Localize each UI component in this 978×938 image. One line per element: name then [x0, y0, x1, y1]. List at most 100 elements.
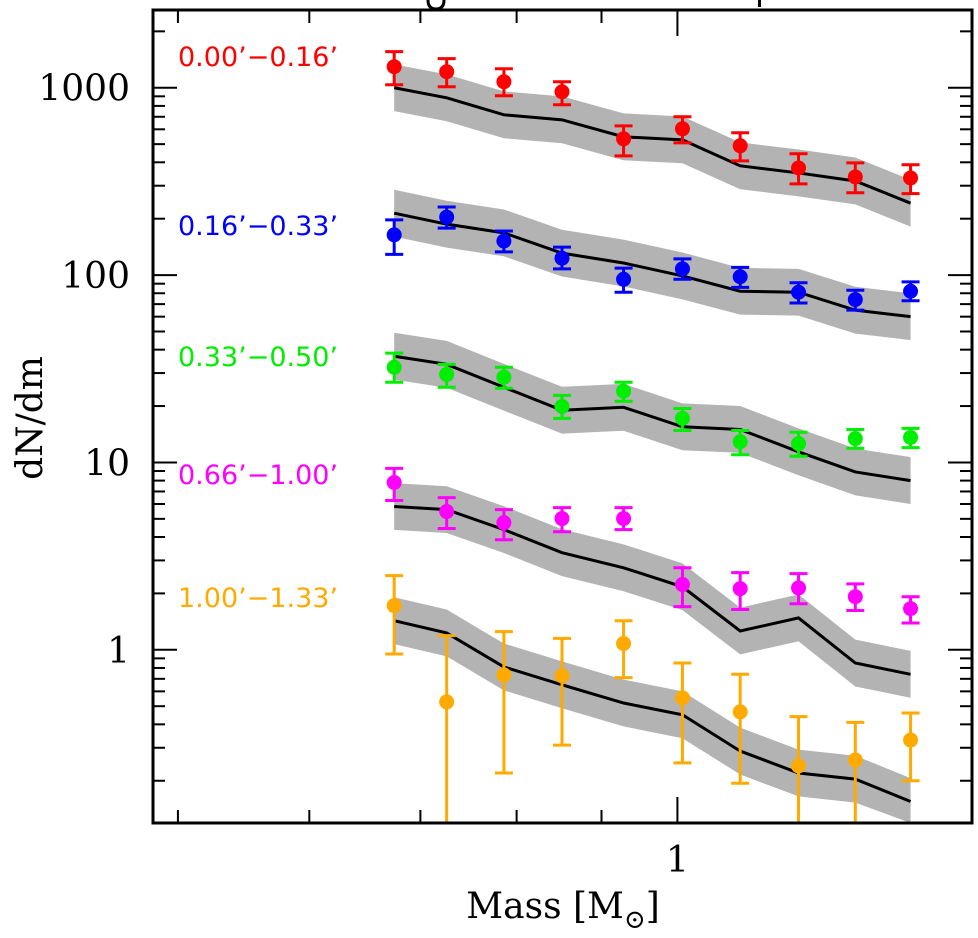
- data-point: [901, 595, 920, 625]
- marker: [386, 598, 402, 614]
- marker: [496, 74, 512, 90]
- y-tick-label: 10: [84, 443, 130, 484]
- marker: [903, 170, 919, 186]
- data-point: [846, 288, 865, 312]
- marker: [496, 515, 512, 531]
- data-point: [552, 506, 571, 534]
- plot-frame: [151, 8, 974, 825]
- data-point: [673, 661, 692, 765]
- marker: [732, 704, 748, 720]
- data-point: [846, 161, 865, 195]
- marker: [616, 131, 632, 147]
- marker: [439, 504, 455, 520]
- marker: [386, 59, 402, 75]
- marker: [554, 668, 570, 684]
- marker: [439, 64, 455, 80]
- marker: [674, 121, 690, 137]
- model-line-4: [393, 619, 912, 803]
- marker: [847, 292, 863, 308]
- x-axis-title-close: ]: [646, 886, 660, 927]
- marker: [732, 269, 748, 285]
- data-point: [552, 636, 571, 747]
- marker: [554, 84, 570, 100]
- marker: [847, 589, 863, 605]
- model-line-2: [393, 354, 911, 483]
- data-point: [901, 711, 920, 783]
- y-tick-label: 100: [61, 256, 130, 297]
- data-point: [437, 362, 456, 389]
- marker: [674, 690, 690, 706]
- marker: [732, 138, 748, 154]
- data-point: [494, 630, 513, 775]
- marker: [496, 369, 512, 385]
- data-point: [385, 466, 404, 503]
- marker: [496, 233, 512, 249]
- marker: [732, 581, 748, 597]
- marker: [386, 474, 402, 490]
- data-point: [385, 574, 404, 656]
- model-line-1: [393, 211, 911, 319]
- data-point: [494, 508, 513, 542]
- marker: [616, 511, 632, 527]
- marker: [847, 431, 863, 447]
- marker: [847, 169, 863, 185]
- data-point: [494, 229, 513, 254]
- data-point: [846, 720, 865, 823]
- y-tick-label: 1: [107, 631, 130, 672]
- data-point: [614, 380, 633, 403]
- marker: [903, 732, 919, 748]
- x-axis-title-sun-symbol: ⊙: [624, 905, 646, 935]
- tick-labels: 1 1000 100 10 1: [38, 69, 688, 881]
- data-point: [731, 429, 750, 457]
- data-point: [437, 634, 456, 823]
- data-point: [673, 115, 692, 145]
- data-point: [731, 571, 750, 612]
- data-point: [385, 351, 404, 384]
- series-label-1: 0.16’−0.33’: [178, 211, 338, 242]
- y-tick-label: 1000: [38, 69, 130, 110]
- data-point: [673, 407, 692, 433]
- marker: [386, 359, 402, 375]
- marker: [439, 366, 455, 382]
- axis-ticks: [153, 10, 972, 823]
- model-band-2: [394, 332, 911, 505]
- data-point: [731, 265, 750, 289]
- marker: [903, 601, 919, 617]
- series-label-3: 0.66’−1.00’: [178, 460, 338, 491]
- model-line-3: [394, 504, 911, 676]
- series-label-0: 0.00’−0.16’: [178, 42, 338, 73]
- marker: [847, 752, 863, 768]
- data-point: [901, 280, 920, 303]
- model-line-0: [393, 86, 912, 205]
- marker: [791, 580, 807, 596]
- marker: [439, 209, 455, 225]
- data-point: [494, 67, 513, 98]
- data-point: [846, 427, 865, 450]
- marker: [616, 271, 632, 287]
- data-point: [385, 218, 404, 256]
- marker: [616, 636, 632, 652]
- x-axis-title: Mass [M⊙]: [466, 886, 659, 935]
- x-tick-label: 1: [666, 840, 689, 881]
- data-point: [731, 672, 750, 785]
- data-point: [437, 496, 456, 531]
- data-point: [614, 266, 633, 294]
- marker: [439, 694, 455, 710]
- marker: [903, 283, 919, 299]
- data-point: [385, 50, 404, 87]
- data-point: [901, 426, 920, 450]
- data-point: [789, 572, 808, 606]
- data-point: [789, 715, 808, 823]
- marker: [496, 667, 512, 683]
- marker: [674, 577, 690, 593]
- title-fragment-g: [426, 0, 446, 11]
- data-point: [901, 163, 920, 196]
- data-point: [846, 582, 865, 613]
- marker: [903, 429, 919, 445]
- model-band-1: [394, 189, 911, 341]
- data-point: [789, 430, 808, 458]
- data-point: [614, 619, 633, 680]
- marker: [674, 261, 690, 277]
- data-point: [731, 131, 750, 163]
